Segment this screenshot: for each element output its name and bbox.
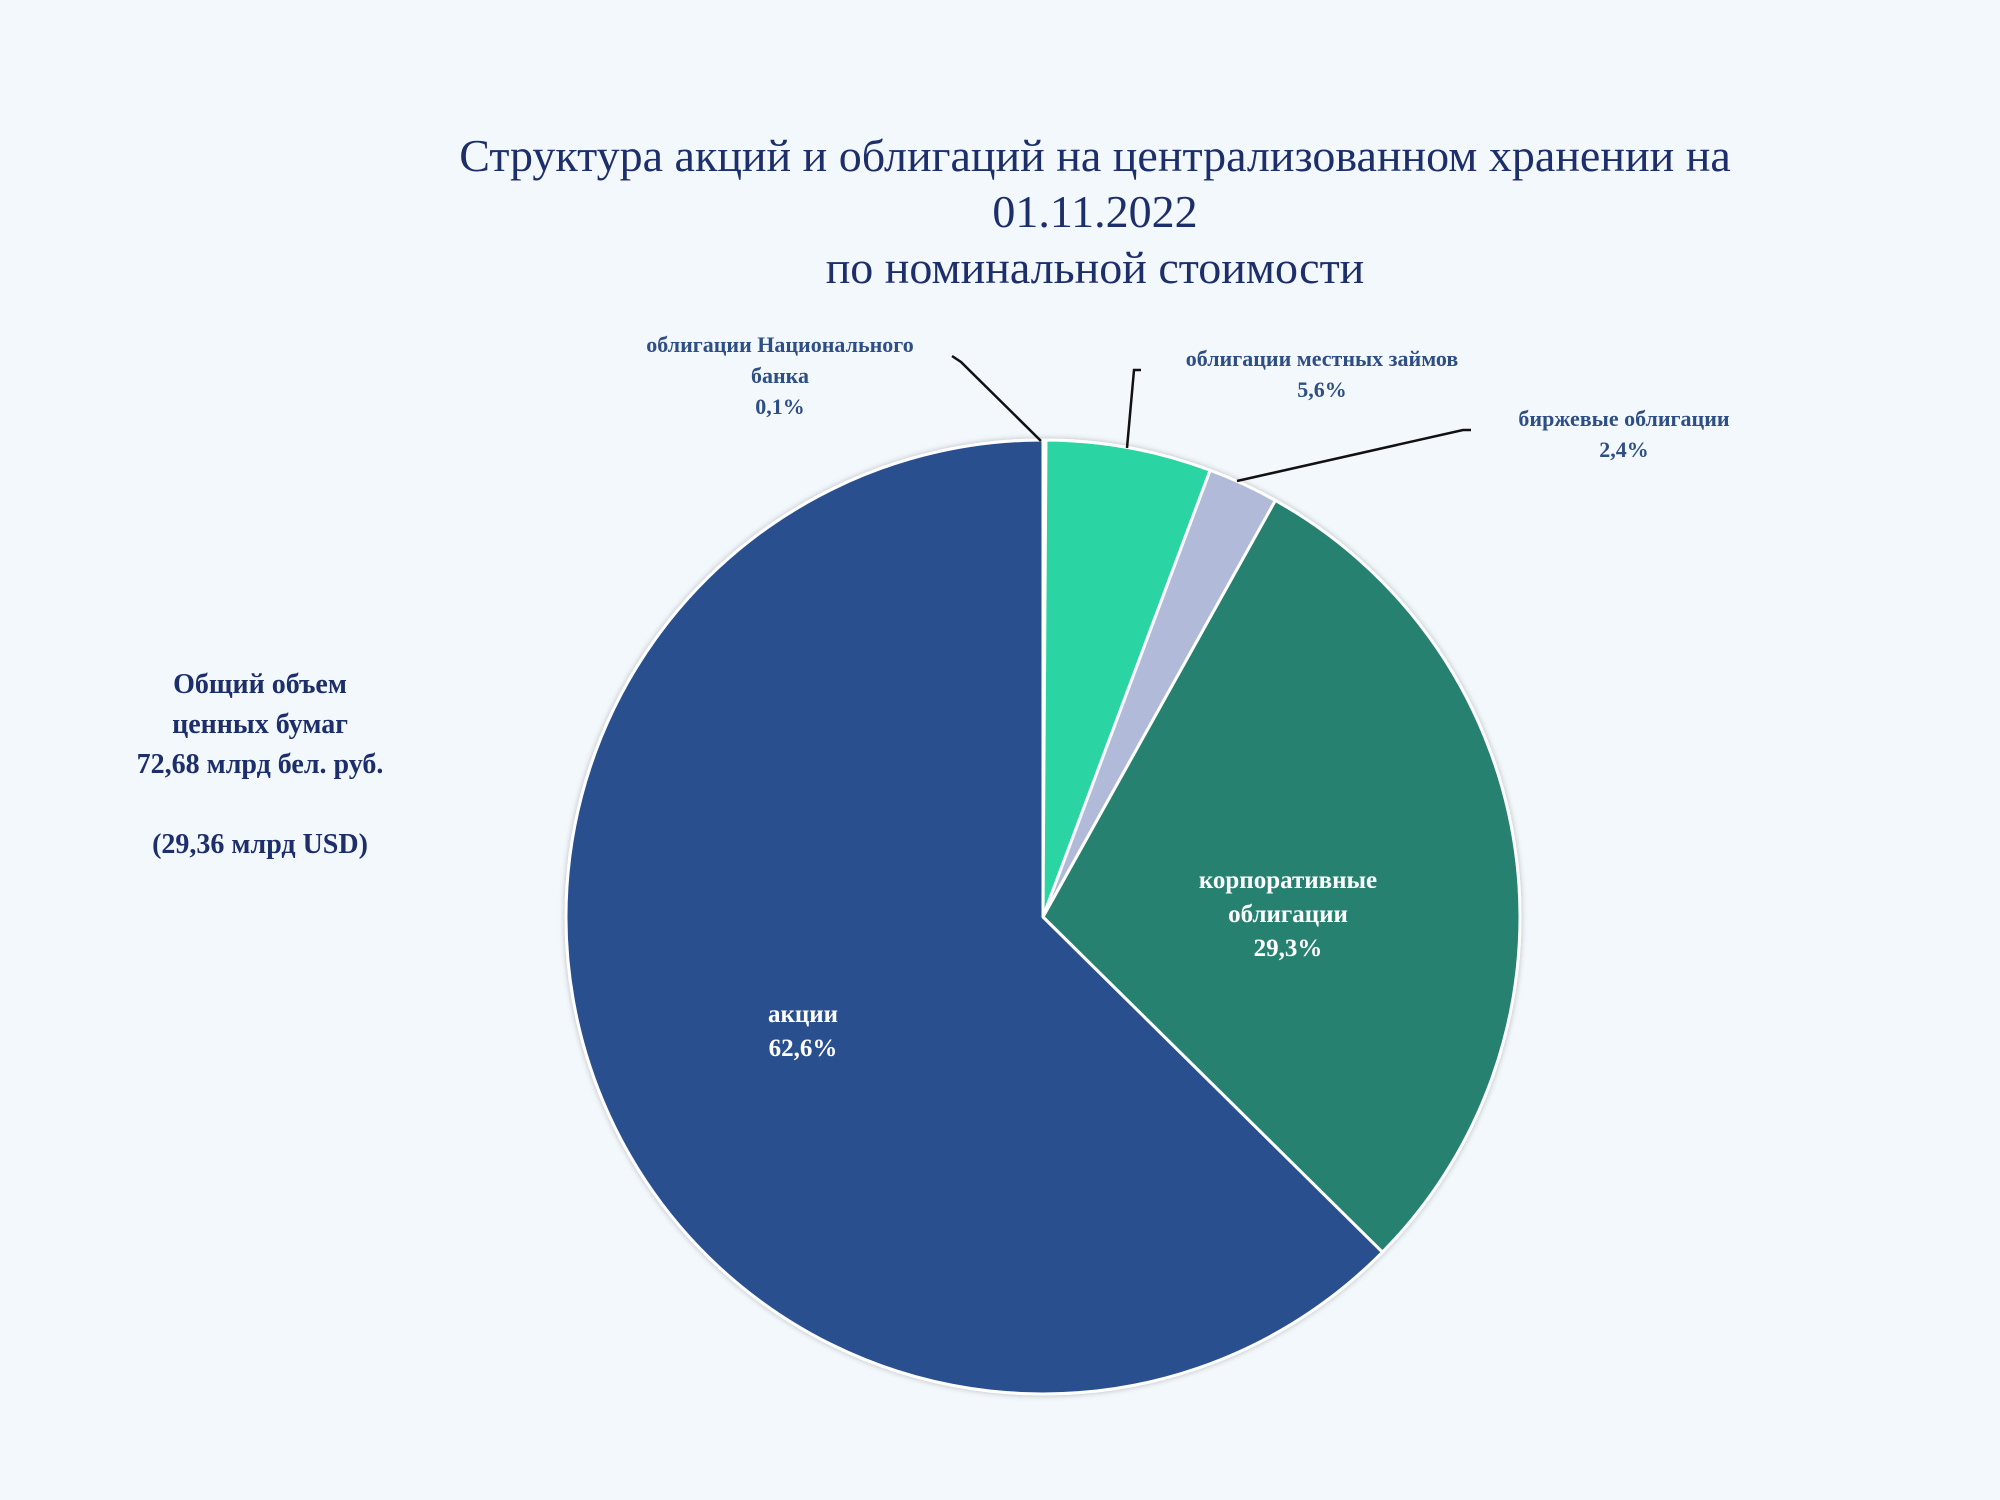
chart-title-line-1: Структура акций и облигаций на централиз… [459,130,1731,181]
leader-line-2 [1125,368,1141,449]
slice-label-4-line-1: корпоративные [1199,867,1377,894]
slice-label-2-line-2: 5,6% [1297,377,1347,402]
total-line-2: ценных бумаг [172,709,348,740]
slice-label-5-line-1: акции [768,1001,838,1028]
leader-lines [951,354,1471,483]
slice-label-4-line-2: облигации [1228,901,1348,928]
total-line-4: (29,36 млрд USD) [152,829,368,860]
slice-labels: облигации Национального банка 0,1% облигаци… [646,332,1730,1062]
slice-label-3-line-2: 2,4% [1599,437,1649,462]
pie-slice-5 [564,438,1384,1396]
slice-label-1-line-1: облигации Национального [646,332,913,357]
slice-label-4-line-3: 29,3% [1254,935,1323,962]
slice-label-5-line-2: 62,6% [769,1035,838,1062]
slice-label-2-line-1: облигации местных займов [1186,346,1459,371]
slice-label-1-line-3: 0,1% [755,394,805,419]
pie-slice-2 [1041,438,1212,919]
chart-title-line-3: по номинальной стоимости [825,242,1365,293]
pie-slices [564,438,1522,1396]
total-volume-annotation: Общий объем ценных бумаг 72,68 млрд бел.… [60,665,460,865]
leader-line-3 [1236,428,1471,483]
leader-line-1 [951,354,1042,442]
total-line-3: 72,68 млрд бел. руб. [136,749,384,780]
pie-slice-4 [1041,498,1522,1254]
slice-label-1-line-2: банка [751,363,809,388]
total-line-1: Общий объем [173,669,347,700]
chart-title: Структура акций и облигаций на централиз… [360,128,1830,296]
slice-label-3-line-1: биржевые облигации [1518,406,1729,431]
chart-title-line-2: 01.11.2022 [992,186,1198,237]
